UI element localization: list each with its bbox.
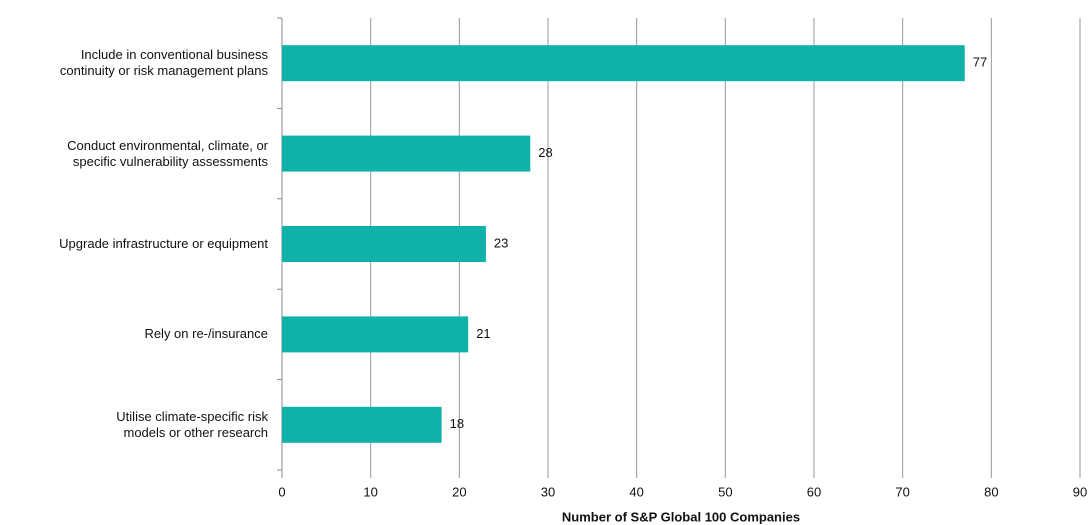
bar bbox=[282, 45, 965, 82]
value-label: 23 bbox=[494, 235, 508, 250]
y-tick-label: Upgrade infrastructure or equipment bbox=[59, 236, 268, 251]
y-tick-label: Utilise climate-specific risk models or … bbox=[116, 408, 268, 440]
x-tick-label: 30 bbox=[541, 484, 555, 499]
value-label: 18 bbox=[450, 416, 464, 431]
bar bbox=[282, 406, 442, 443]
bar bbox=[282, 226, 486, 262]
x-tick-label: 70 bbox=[895, 484, 909, 499]
x-tick-label: 50 bbox=[718, 484, 732, 499]
x-tick-label: 60 bbox=[807, 484, 821, 499]
value-label: 21 bbox=[476, 326, 490, 341]
x-tick-label: 90 bbox=[1073, 484, 1087, 499]
x-tick-label: 10 bbox=[363, 484, 377, 499]
x-tick-label: 0 bbox=[278, 484, 285, 499]
value-label: 28 bbox=[538, 145, 552, 160]
x-tick-label: 40 bbox=[629, 484, 643, 499]
y-tick-label: Rely on re-/insurance bbox=[144, 326, 268, 342]
x-tick-label: 20 bbox=[452, 484, 466, 499]
x-axis-title: Number of S&P Global 100 Companies bbox=[562, 509, 800, 524]
y-tick-label: Include in conventional business continu… bbox=[59, 47, 268, 79]
bar bbox=[282, 316, 469, 353]
y-tick-label: Conduct environmental, climate, or speci… bbox=[67, 137, 268, 169]
value-label: 77 bbox=[973, 55, 987, 70]
bar bbox=[282, 135, 531, 172]
x-tick-label: 80 bbox=[984, 484, 998, 499]
